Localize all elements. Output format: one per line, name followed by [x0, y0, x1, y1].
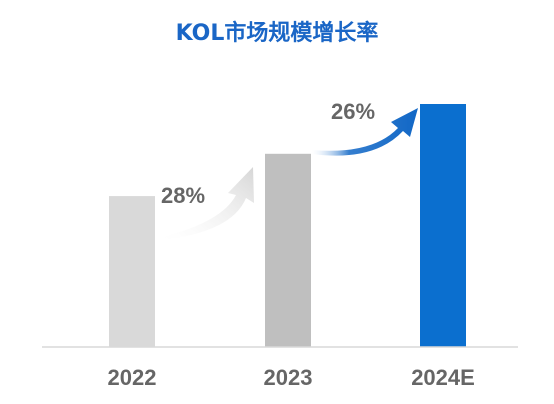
chart-title: KOL市场规模增长率 [176, 20, 379, 46]
bar-2024E [420, 104, 466, 347]
x-axis-ticks: 2022 2023 2024E [108, 365, 475, 390]
bars-layer [109, 104, 466, 347]
x-tick-label-2024E: 2024E [411, 365, 475, 390]
growth-label-2023-2024E: 26% [331, 99, 375, 124]
x-tick-label-2023: 2023 [264, 365, 313, 390]
growth-label-2022-2023: 28% [161, 183, 205, 208]
x-tick-label-2022: 2022 [108, 365, 157, 390]
bar-2023 [265, 154, 311, 347]
bar-2022 [109, 196, 155, 347]
